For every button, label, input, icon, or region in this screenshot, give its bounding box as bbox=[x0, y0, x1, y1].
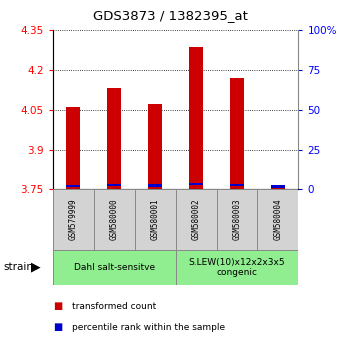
Bar bbox=[135, 189, 176, 250]
Bar bbox=[230, 184, 244, 186]
Text: ■: ■ bbox=[53, 322, 62, 332]
Bar bbox=[217, 189, 257, 250]
Text: GSM580002: GSM580002 bbox=[192, 199, 201, 240]
Bar bbox=[94, 189, 135, 250]
Bar bbox=[53, 250, 176, 285]
Text: S.LEW(10)x12x2x3x5
congenic: S.LEW(10)x12x2x3x5 congenic bbox=[189, 258, 285, 277]
Text: GSM579999: GSM579999 bbox=[69, 199, 78, 240]
Bar bbox=[257, 189, 298, 250]
Text: percentile rank within the sample: percentile rank within the sample bbox=[72, 323, 225, 332]
Bar bbox=[271, 185, 285, 188]
Text: GDS3873 / 1382395_at: GDS3873 / 1382395_at bbox=[93, 9, 248, 22]
Bar bbox=[107, 184, 121, 186]
Bar bbox=[230, 78, 244, 189]
Bar bbox=[189, 47, 203, 189]
Text: ▶: ▶ bbox=[31, 261, 41, 274]
Text: GSM580001: GSM580001 bbox=[151, 199, 160, 240]
Text: Dahl salt-sensitve: Dahl salt-sensitve bbox=[74, 263, 155, 272]
Bar bbox=[66, 107, 80, 189]
Bar bbox=[271, 188, 285, 189]
Text: GSM580003: GSM580003 bbox=[233, 199, 241, 240]
Bar bbox=[176, 250, 298, 285]
Bar bbox=[148, 104, 162, 189]
Text: GSM580004: GSM580004 bbox=[273, 199, 282, 240]
Bar bbox=[66, 185, 80, 187]
Bar bbox=[53, 189, 94, 250]
Bar bbox=[107, 88, 121, 189]
Text: ■: ■ bbox=[53, 301, 62, 311]
Text: strain: strain bbox=[3, 262, 33, 272]
Bar bbox=[189, 183, 203, 185]
Text: transformed count: transformed count bbox=[72, 302, 156, 311]
Text: GSM580000: GSM580000 bbox=[110, 199, 119, 240]
Bar bbox=[148, 184, 162, 187]
Bar bbox=[176, 189, 217, 250]
